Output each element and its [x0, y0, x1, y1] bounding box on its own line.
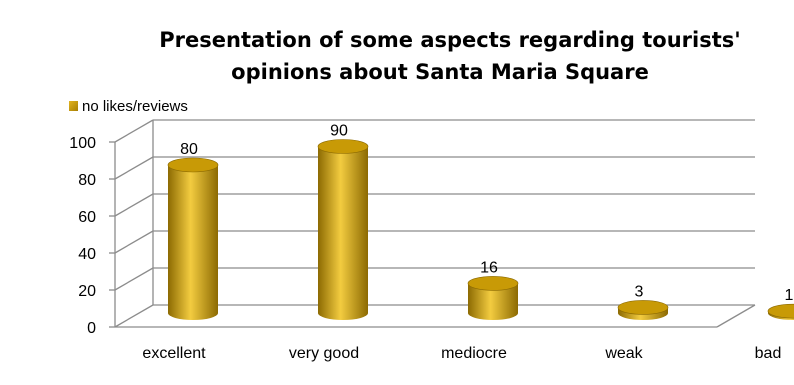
x-tick-label: mediocre	[441, 345, 507, 362]
data-label: 3	[635, 283, 644, 300]
bar-body	[318, 146, 368, 320]
side-wall-line	[114, 304, 154, 328]
y-tick-label: 20	[78, 283, 96, 300]
y-tick-label: 40	[78, 246, 96, 263]
x-tick-label: excellent	[142, 345, 206, 362]
bar-body	[468, 283, 518, 320]
x-tick-label: weak	[604, 345, 643, 362]
x-tick-label: bad	[755, 345, 782, 362]
bars	[167, 139, 794, 320]
legend-label: no likes/reviews	[82, 98, 188, 115]
side-wall-line	[114, 230, 154, 254]
bar	[167, 157, 219, 320]
bar-cap	[317, 139, 369, 154]
side-wall-line	[114, 156, 154, 180]
legend: no likes/reviews	[69, 98, 188, 115]
side-wall-line	[114, 267, 154, 291]
bar	[767, 303, 794, 320]
bar	[617, 300, 669, 320]
data-label: 90	[330, 123, 348, 140]
floor-edge	[716, 304, 756, 328]
side-wall-line	[114, 119, 154, 143]
x-tick-label: very good	[289, 345, 359, 362]
chart-title-line-1: Presentation of some aspects regarding t…	[159, 28, 740, 52]
plot-area	[109, 119, 756, 328]
bar	[317, 139, 369, 320]
y-tick-label: 80	[78, 172, 96, 189]
chart-title: Presentation of some aspects regarding t…	[159, 28, 740, 84]
data-label: 16	[480, 259, 498, 276]
bar-body	[168, 165, 218, 320]
data-label: 1	[785, 287, 794, 304]
bar-cap	[167, 157, 219, 173]
bar-cap	[617, 300, 669, 315]
legend-swatch	[69, 101, 78, 111]
labels: 0 20 40 60 80 100 80 excellent 90 very good 16 medi…	[69, 123, 793, 363]
y-tick-label: 60	[78, 209, 96, 226]
data-label: 80	[180, 141, 198, 158]
y-tick-label: 0	[87, 320, 96, 337]
bar	[467, 276, 519, 320]
bar-cap	[767, 303, 794, 319]
y-tick-label: 100	[69, 135, 96, 152]
side-wall-line	[114, 193, 154, 217]
bar-cap	[467, 276, 519, 291]
chart-title-line-2: opinions about Santa Maria Square	[231, 60, 649, 84]
